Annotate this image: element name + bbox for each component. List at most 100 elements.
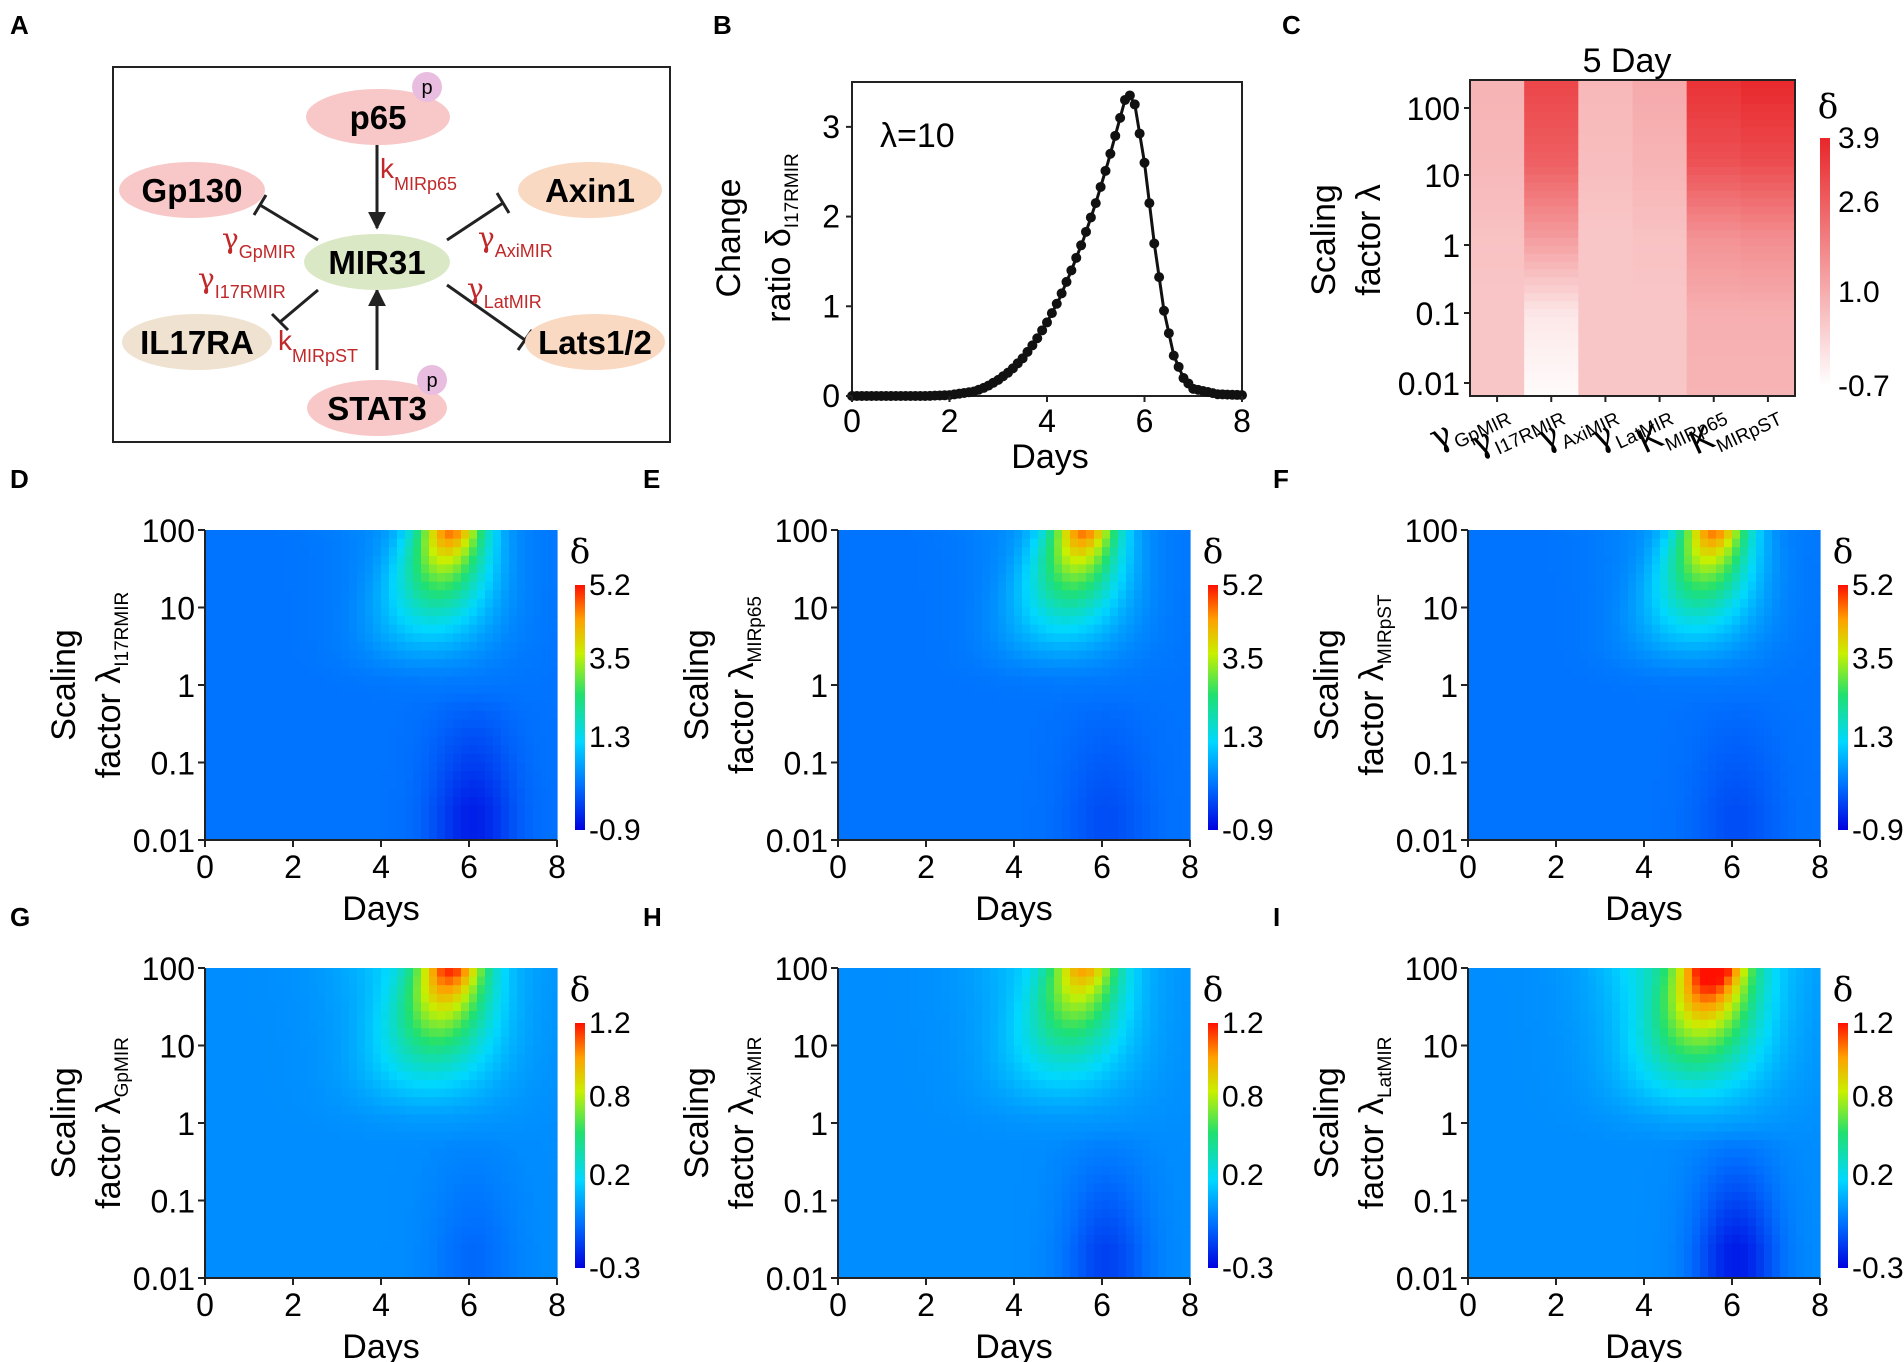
heatmap-cell	[1126, 598, 1135, 609]
heatmap-cell	[1030, 564, 1039, 574]
node-mir31: MIR31	[328, 244, 425, 281]
heatmap-cell	[1054, 676, 1063, 686]
heatmap-cell	[1150, 693, 1159, 703]
heatmap-cell	[1572, 616, 1581, 626]
heatmap-cell	[341, 547, 350, 557]
heatmap-cell	[237, 805, 246, 815]
heatmap-cell	[1716, 641, 1725, 652]
heatmap-cell	[205, 710, 214, 721]
heatmap-cell	[1588, 633, 1597, 643]
heatmap-cell	[205, 598, 214, 609]
data-point	[1081, 226, 1091, 237]
heatmap-cell	[918, 616, 927, 626]
heatmap-cell	[1540, 547, 1549, 557]
heatmap-cell	[1732, 719, 1741, 729]
heatmap-cell	[1740, 822, 1749, 832]
heatmap-cell	[1660, 547, 1669, 557]
heatmap-cell	[854, 616, 863, 626]
heatmap-cell	[1500, 693, 1509, 703]
heatmap-cell	[1556, 728, 1565, 738]
heatmap-cell	[501, 685, 510, 695]
heatmap-cell	[437, 710, 446, 721]
heatmap-cell	[229, 736, 238, 746]
heatmap-cell	[253, 685, 262, 695]
heatmap-cell	[469, 796, 478, 807]
heatmap-cell	[1700, 590, 1709, 600]
heatmap-cell	[1708, 555, 1717, 566]
heatmap-cell	[253, 624, 262, 634]
heatmap-cell	[934, 555, 943, 566]
heatmap-cell	[1686, 80, 1742, 89]
heatmap-cell	[1708, 685, 1717, 695]
heatmap-cell	[1644, 616, 1653, 626]
heatmap-cell	[509, 822, 518, 832]
heatmap-cells-e	[838, 530, 1191, 841]
heatmap-cell	[1030, 831, 1039, 841]
heatmap-cell	[533, 805, 542, 815]
heatmap-cell	[485, 693, 494, 703]
heatmap-cell	[1516, 719, 1525, 729]
heatmap-cell	[950, 555, 959, 566]
heatmap-cell	[1540, 633, 1549, 643]
heatmap-cell	[1632, 277, 1688, 286]
data-point	[1237, 390, 1247, 401]
heatmap-cell	[541, 693, 550, 703]
heatmap-cell	[1764, 555, 1773, 566]
heatmap-cell	[1166, 710, 1175, 721]
heatmap-cell	[878, 667, 887, 677]
heatmap-cell	[1756, 702, 1765, 712]
heatmap-cell	[1556, 822, 1565, 832]
heatmap-cell	[1668, 676, 1677, 686]
heatmap-cell	[1492, 624, 1501, 634]
heatmap-cell	[373, 814, 382, 824]
heatmap-cell	[1094, 753, 1103, 764]
heatmap-cell	[966, 555, 975, 566]
heatmap-cell	[1078, 659, 1087, 669]
heatmap-cell	[325, 710, 334, 721]
heatmap-cell	[1652, 667, 1661, 677]
heatmap-cell	[1578, 198, 1634, 207]
heatmap-cell	[1468, 753, 1477, 764]
heatmap-cell	[1468, 719, 1477, 729]
heatmap-cell	[1110, 607, 1119, 617]
y-tick-label: 100	[1407, 91, 1460, 127]
heatmap-cell	[1470, 80, 1525, 89]
heatmap-cell	[325, 590, 334, 600]
heatmap-cell	[926, 633, 935, 643]
heatmap-cell	[1118, 805, 1127, 815]
heatmap-cell	[1070, 650, 1079, 660]
heatmap-cell	[509, 676, 518, 686]
panel-label-f: F	[1273, 464, 1289, 494]
heatmap-cell	[445, 650, 454, 660]
heatmap-cell	[902, 771, 911, 781]
heatmap-cell	[846, 779, 855, 789]
heatmap-cell	[229, 598, 238, 609]
heatmap-cell	[1094, 538, 1103, 548]
heatmap-cell	[1740, 332, 1796, 342]
heatmap-cell	[1636, 788, 1645, 798]
heatmap-cell	[365, 796, 374, 807]
heatmap-cell	[886, 547, 895, 557]
heatmap-cell	[1134, 702, 1143, 712]
heatmap-cell	[397, 581, 406, 591]
heatmap-cell	[990, 779, 999, 789]
heatmap-cell	[966, 762, 975, 772]
heatmap-cell	[365, 659, 374, 669]
heatmap-cell	[525, 555, 534, 566]
heatmap-cell	[1102, 805, 1111, 815]
heatmap-cell	[413, 788, 422, 798]
heatmap-cell	[525, 641, 534, 652]
heatmap-cell	[461, 538, 470, 548]
heatmap-cell	[469, 788, 478, 798]
heatmap-cell	[1022, 762, 1031, 772]
heatmap-cell	[365, 555, 374, 566]
heatmap-cell	[461, 659, 470, 669]
heatmap-cell	[541, 641, 550, 652]
heatmap-cell	[990, 736, 999, 746]
heatmap-cell	[1716, 624, 1725, 634]
heatmap-cell	[317, 659, 326, 669]
heatmap-cell	[1070, 641, 1079, 652]
heatmap-cell	[349, 547, 358, 557]
heatmap-cell	[541, 719, 550, 729]
y-tick-label: 1	[177, 668, 195, 704]
